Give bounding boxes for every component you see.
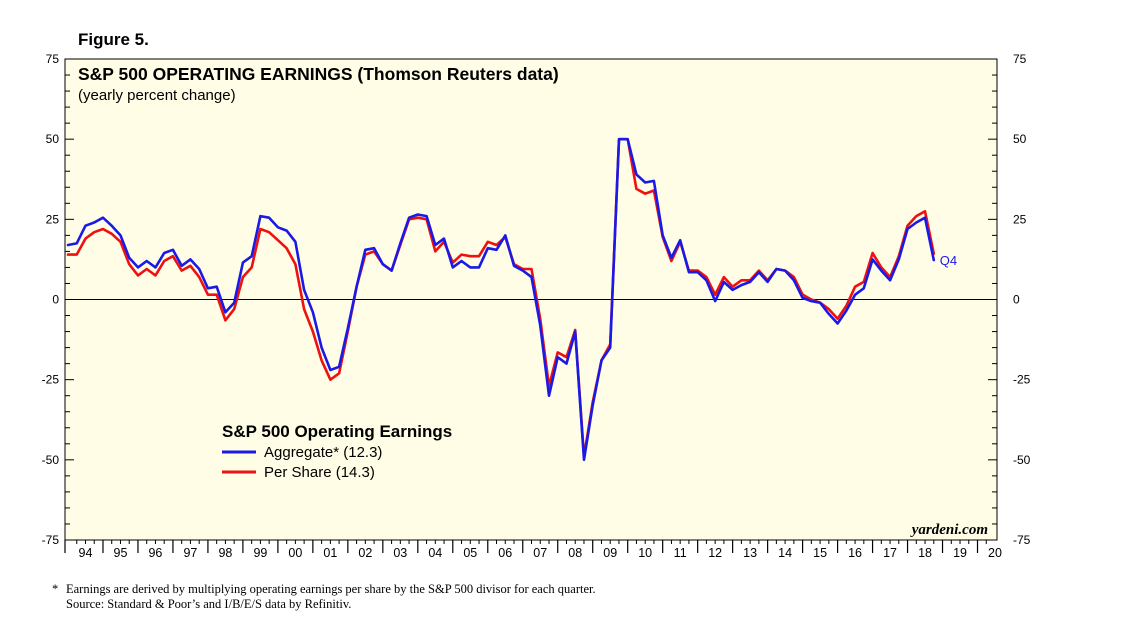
x-tick-label: 99 <box>253 546 267 560</box>
x-tick-label: 96 <box>148 546 162 560</box>
series-line-aggregate <box>66 137 936 462</box>
chart-subtitle: (yearly percent change) <box>78 87 236 104</box>
y-tick-label-right: -25 <box>1013 373 1031 387</box>
x-tick-label: 12 <box>708 546 722 560</box>
y-tick-label-right: 50 <box>1013 132 1027 146</box>
legend-label-per-share: Per Share (14.3) <box>264 464 375 481</box>
x-tick-label: 06 <box>498 546 512 560</box>
y-tick-label-right: 25 <box>1013 212 1027 226</box>
y-tick-label-right: 75 <box>1013 52 1027 66</box>
footnote-text-2: Source: Standard & Poor’s and I/B/E/S da… <box>66 597 352 611</box>
x-tick-label: 05 <box>463 546 477 560</box>
x-tick-label: 08 <box>568 546 582 560</box>
x-tick-label: 00 <box>288 546 302 560</box>
x-tick-label: 17 <box>883 546 897 560</box>
y-tick-label-right: -75 <box>1013 533 1031 547</box>
x-tick-label: 94 <box>79 546 93 560</box>
x-tick-label: 02 <box>358 546 372 560</box>
x-tick-label: 95 <box>114 546 128 560</box>
x-tick-label: 11 <box>674 546 687 560</box>
footnote: * Earnings are derived by multiplying ope… <box>52 582 596 612</box>
legend-label-aggregate: Aggregate* (12.3) <box>264 444 382 461</box>
x-tick-label: 20 <box>988 546 1002 560</box>
x-tick-label: 10 <box>638 546 652 560</box>
footnote-marker: * <box>52 582 59 596</box>
y-tick-label-left: -25 <box>42 373 60 387</box>
legend-title: S&P 500 Operating Earnings <box>222 422 452 441</box>
x-tick-label: 07 <box>533 546 547 560</box>
y-tick-label-left: 75 <box>46 52 60 66</box>
y-tick-label-right: -50 <box>1013 453 1031 467</box>
legend: S&P 500 Operating Earnings Aggregate* (1… <box>222 422 452 481</box>
footnote-line-2: Source: Standard & Poor’s and I/B/E/S da… <box>52 597 596 612</box>
y-tick-label-left: -50 <box>42 453 60 467</box>
x-tick-label: 18 <box>918 546 932 560</box>
x-tick-label: 14 <box>778 546 792 560</box>
x-tick-label: 15 <box>813 546 827 560</box>
x-tick-label: 09 <box>603 546 617 560</box>
x-tick-label: 97 <box>183 546 197 560</box>
figure-label: Figure 5. <box>78 30 149 49</box>
y-tick-label-left: 0 <box>52 293 59 307</box>
y-tick-label-left: 25 <box>46 212 60 226</box>
x-tick-label: 16 <box>848 546 862 560</box>
footnote-text-1: Earnings are derived by multiplying oper… <box>66 582 596 596</box>
x-tick-label: 01 <box>323 546 337 560</box>
y-tick-label-left: 50 <box>46 132 60 146</box>
watermark: yardeni.com <box>910 522 988 538</box>
x-tick-label: 98 <box>218 546 232 560</box>
x-tick-label: 04 <box>428 546 442 560</box>
x-tick-label: 13 <box>743 546 757 560</box>
latest-quarter-label: Q4 <box>940 253 957 268</box>
x-tick-label: 03 <box>393 546 407 560</box>
x-tick-label: 19 <box>953 546 967 560</box>
y-tick-label-left: -75 <box>42 533 60 547</box>
footnote-line-1: * Earnings are derived by multiplying ope… <box>52 582 596 597</box>
chart-title: S&P 500 OPERATING EARNINGS (Thomson Reut… <box>78 64 559 84</box>
y-tick-label-right: 0 <box>1013 293 1020 307</box>
